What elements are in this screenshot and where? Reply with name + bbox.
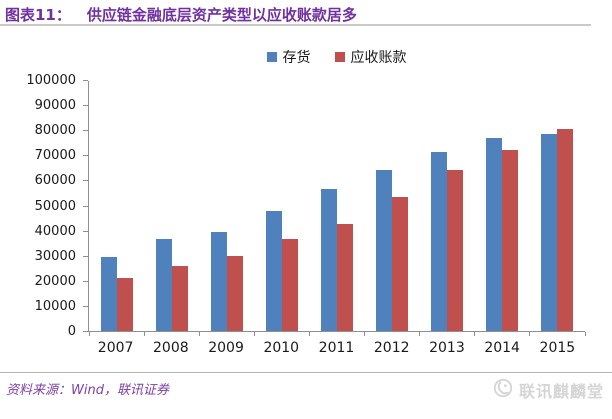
bar-receivables-2013 <box>447 170 464 331</box>
bar-group-2007 <box>89 81 144 331</box>
x-axis-ticks <box>88 331 586 336</box>
y-tick-mark <box>83 105 88 107</box>
bar-group-2008 <box>144 81 199 331</box>
x-tick-mark <box>474 332 476 336</box>
x-tick-mark <box>88 332 90 336</box>
bar-receivables-2012 <box>392 196 409 331</box>
legend-swatch-receivables <box>334 52 345 62</box>
x-label-2015: 2015 <box>539 340 576 356</box>
qilin-logo-icon <box>492 377 514 403</box>
watermark: 联讯麒麟堂 <box>492 377 604 403</box>
chart-legend: 存货 应收账款 <box>88 47 585 67</box>
y-tick-mark <box>83 180 88 182</box>
x-tick-mark <box>584 332 586 336</box>
bar-receivables-2008 <box>171 265 188 331</box>
bar-group-2011 <box>309 81 364 331</box>
x-tick-mark <box>253 332 255 336</box>
bar-group-2009 <box>199 81 254 331</box>
y-tick-mark <box>83 155 88 157</box>
y-tick-label: 90000 <box>34 98 76 114</box>
bar-inventory-2011 <box>320 189 337 331</box>
legend-swatch-inventory <box>266 52 277 62</box>
y-tick-mark <box>83 255 88 257</box>
figure-header: 图表11： 供应链金融底层资产类型以应收账款居多 <box>5 4 604 25</box>
legend-label-inventory: 存货 <box>282 50 311 66</box>
bar-group-2015 <box>530 81 585 331</box>
x-tick-mark <box>364 332 366 336</box>
y-tick-label: 30000 <box>34 248 76 264</box>
y-tick-mark <box>83 280 88 282</box>
x-tick-mark <box>143 332 145 336</box>
x-label-2012: 2012 <box>373 340 410 356</box>
bar-receivables-2015 <box>557 128 574 331</box>
bar-receivables-2010 <box>281 239 298 331</box>
y-tick-label: 50000 <box>34 198 76 214</box>
watermark-text: 联讯麒麟堂 <box>518 382 604 401</box>
y-tick-label: 20000 <box>34 273 76 289</box>
bar-inventory-2015 <box>541 133 558 331</box>
y-tick-mark <box>83 80 88 81</box>
source-note: 资料来源：Wind，联讯证券 <box>6 383 169 398</box>
y-tick-label: 80000 <box>34 123 76 139</box>
y-tick-label: 100000 <box>26 73 76 88</box>
x-tick-mark <box>529 332 531 336</box>
bar-receivables-2007 <box>116 278 133 331</box>
legend-item-receivables: 应收账款 <box>334 47 407 67</box>
y-tick-label: 70000 <box>34 148 76 164</box>
y-tick-label: 0 <box>67 324 76 339</box>
bar-group-2012 <box>365 81 420 331</box>
x-label-2007: 2007 <box>97 340 134 356</box>
y-tick-mark <box>83 205 88 207</box>
y-tick-label: 10000 <box>34 298 76 314</box>
bar-inventory-2009 <box>210 231 227 331</box>
x-tick-mark <box>308 332 310 336</box>
x-label-2010: 2010 <box>263 340 300 356</box>
bar-group-2013 <box>420 81 475 331</box>
y-tick-mark <box>83 305 88 307</box>
chart-title: 供应链金融底层资产类型以应收账款居多 <box>86 6 357 24</box>
bar-inventory-2007 <box>100 256 117 331</box>
y-axis: 0 10000 20000 30000 40000 50000 60000 70000 8000… <box>0 73 88 339</box>
y-tick-label: 40000 <box>34 223 76 239</box>
x-label-2008: 2008 <box>153 340 189 356</box>
bar-group-2010 <box>254 81 309 331</box>
y-tick-mark <box>83 230 88 232</box>
bar-receivables-2011 <box>336 224 353 331</box>
footer-divider <box>0 372 612 373</box>
legend-label-receivables: 应收账款 <box>350 50 407 66</box>
x-tick-mark <box>198 332 200 336</box>
x-label-2009: 2009 <box>208 340 244 356</box>
x-tick-mark <box>419 332 421 336</box>
bar-groups <box>89 81 585 331</box>
bar-receivables-2009 <box>226 255 243 331</box>
x-axis-labels: 2007 2008 2009 2010 2011 2012 2013 2014 2015 <box>88 340 585 356</box>
plot-area <box>88 81 586 336</box>
bar-inventory-2013 <box>431 151 448 331</box>
bar-inventory-2014 <box>486 137 503 331</box>
bar-inventory-2010 <box>265 210 282 331</box>
bar-inventory-2008 <box>155 239 172 331</box>
bar-receivables-2014 <box>502 150 519 331</box>
y-tick-mark <box>83 130 88 132</box>
y-tick-label: 60000 <box>34 173 76 189</box>
bar-inventory-2012 <box>376 170 393 331</box>
bar-group-2014 <box>475 81 530 331</box>
x-label-2013: 2013 <box>429 340 465 356</box>
chart-number-label: 图表11： <box>5 6 71 24</box>
y-tick-mark <box>83 331 88 332</box>
header-divider <box>0 24 591 26</box>
x-label-2014: 2014 <box>484 340 520 356</box>
legend-item-inventory: 存货 <box>266 47 311 67</box>
x-label-2011: 2011 <box>318 340 355 356</box>
